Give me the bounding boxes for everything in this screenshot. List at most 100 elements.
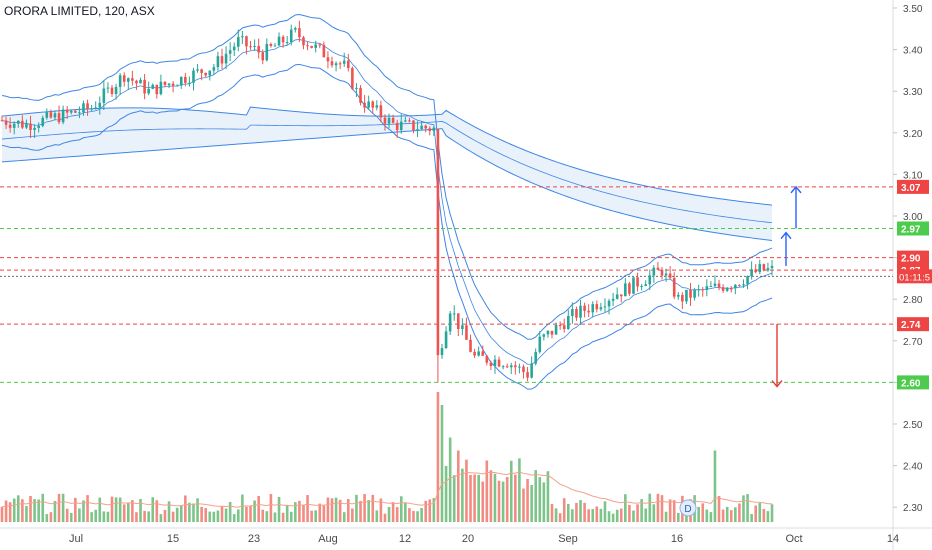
level-label-4[interactable]: 2.74 — [897, 317, 929, 332]
candle-body[interactable] — [497, 359, 501, 367]
candle-body[interactable] — [395, 122, 399, 131]
candle-body[interactable] — [12, 123, 16, 128]
candle-body[interactable] — [273, 45, 277, 47]
candle-body[interactable] — [493, 359, 497, 366]
candle-body[interactable] — [461, 325, 464, 330]
target-arrow-down[interactable] — [771, 324, 783, 388]
candle-body[interactable] — [603, 306, 607, 308]
candle-body[interactable] — [746, 276, 749, 285]
candle-body[interactable] — [599, 307, 603, 310]
candle-body[interactable] — [562, 325, 566, 330]
candle-body[interactable] — [656, 267, 660, 270]
candle-body[interactable] — [135, 80, 138, 84]
candle-body[interactable] — [363, 102, 366, 108]
candle-body[interactable] — [375, 105, 379, 108]
candle-body[interactable] — [762, 264, 766, 271]
candle-body[interactable] — [82, 103, 85, 113]
candle-body[interactable] — [485, 355, 489, 363]
candle-body[interactable] — [477, 351, 480, 356]
candle-body[interactable] — [241, 36, 244, 38]
candle-body[interactable] — [65, 109, 69, 113]
candle-body[interactable] — [175, 85, 179, 87]
candle-body[interactable] — [204, 72, 208, 76]
candle-body[interactable] — [571, 309, 574, 317]
candle-body[interactable] — [676, 294, 680, 297]
candle-body[interactable] — [232, 46, 236, 51]
candle-body[interactable] — [538, 336, 542, 352]
candle-body[interactable] — [754, 269, 758, 273]
candle-body[interactable] — [416, 129, 419, 131]
candle-body[interactable] — [114, 87, 118, 94]
candle-body[interactable] — [725, 288, 729, 291]
candle-body[interactable] — [501, 366, 505, 368]
candle-body[interactable] — [302, 37, 305, 46]
candle-body[interactable] — [408, 120, 411, 122]
candle-body[interactable] — [750, 269, 753, 277]
candle-body[interactable] — [122, 75, 126, 82]
candle-body[interactable] — [261, 52, 265, 61]
candle-body[interactable] — [98, 102, 102, 108]
candle-body[interactable] — [45, 112, 49, 118]
candle-body[interactable] — [660, 269, 664, 276]
candle-body[interactable] — [25, 123, 28, 128]
candle-body[interactable] — [257, 45, 260, 53]
candle-body[interactable] — [200, 69, 203, 73]
candle-body[interactable] — [359, 87, 362, 103]
candle-body[interactable] — [628, 283, 631, 294]
candle-body[interactable] — [110, 87, 114, 94]
candle-body[interactable] — [579, 305, 582, 318]
level-label-0[interactable]: 3.07 — [897, 179, 929, 194]
candle-body[interactable] — [514, 365, 517, 368]
candle-body[interactable] — [212, 67, 216, 71]
candle-body[interactable] — [717, 283, 721, 288]
level-label-2[interactable]: 2.90 — [897, 250, 929, 265]
candle-body[interactable] — [37, 125, 40, 128]
dividend-marker[interactable] — [679, 499, 697, 517]
candle-body[interactable] — [387, 117, 391, 124]
candle-body[interactable] — [245, 36, 248, 47]
candle-body[interactable] — [171, 83, 175, 86]
candle-body[interactable] — [738, 284, 741, 286]
candle-body[interactable] — [432, 127, 436, 132]
candle-body[interactable] — [371, 101, 375, 108]
candle-body[interactable] — [534, 351, 538, 364]
candle-body[interactable] — [151, 84, 155, 89]
candle-body[interactable] — [192, 70, 195, 83]
candle-body[interactable] — [636, 277, 639, 287]
candle-body[interactable] — [420, 125, 423, 130]
candle-body[interactable] — [693, 289, 696, 298]
candle-body[interactable] — [546, 330, 550, 335]
candle-body[interactable] — [685, 289, 688, 302]
candle-body[interactable] — [391, 117, 395, 123]
candle-body[interactable] — [448, 313, 452, 332]
candle-body[interactable] — [526, 372, 529, 378]
candle-body[interactable] — [167, 83, 171, 86]
candle-body[interactable] — [379, 105, 383, 118]
candle-body[interactable] — [640, 286, 643, 288]
level-label-1[interactable]: 2.97 — [897, 221, 929, 236]
candle-body[interactable] — [57, 113, 61, 123]
candle-body[interactable] — [709, 286, 713, 288]
candle-body[interactable] — [456, 313, 460, 330]
candle-body[interactable] — [542, 334, 546, 337]
candle-body[interactable] — [249, 46, 252, 48]
candle-body[interactable] — [505, 366, 509, 368]
candle-body[interactable] — [49, 112, 53, 118]
candle-body[interactable] — [632, 277, 635, 294]
candle-body[interactable] — [701, 289, 705, 291]
candle-body[interactable] — [648, 275, 652, 285]
candle-body[interactable] — [16, 120, 20, 124]
candle-body[interactable] — [289, 29, 293, 43]
candle-body[interactable] — [428, 128, 432, 132]
candle-body[interactable] — [188, 82, 191, 84]
candle-body[interactable] — [713, 283, 717, 287]
candle-body[interactable] — [721, 287, 725, 291]
candle-body[interactable] — [509, 365, 513, 368]
candle-body[interactable] — [196, 69, 199, 71]
target-arrow-up[interactable] — [790, 185, 802, 229]
candle-body[interactable] — [607, 300, 611, 307]
candle-body[interactable] — [530, 363, 533, 378]
candle-body[interactable] — [705, 286, 709, 290]
candle-body[interactable] — [404, 120, 407, 122]
candle-body[interactable] — [734, 284, 737, 289]
